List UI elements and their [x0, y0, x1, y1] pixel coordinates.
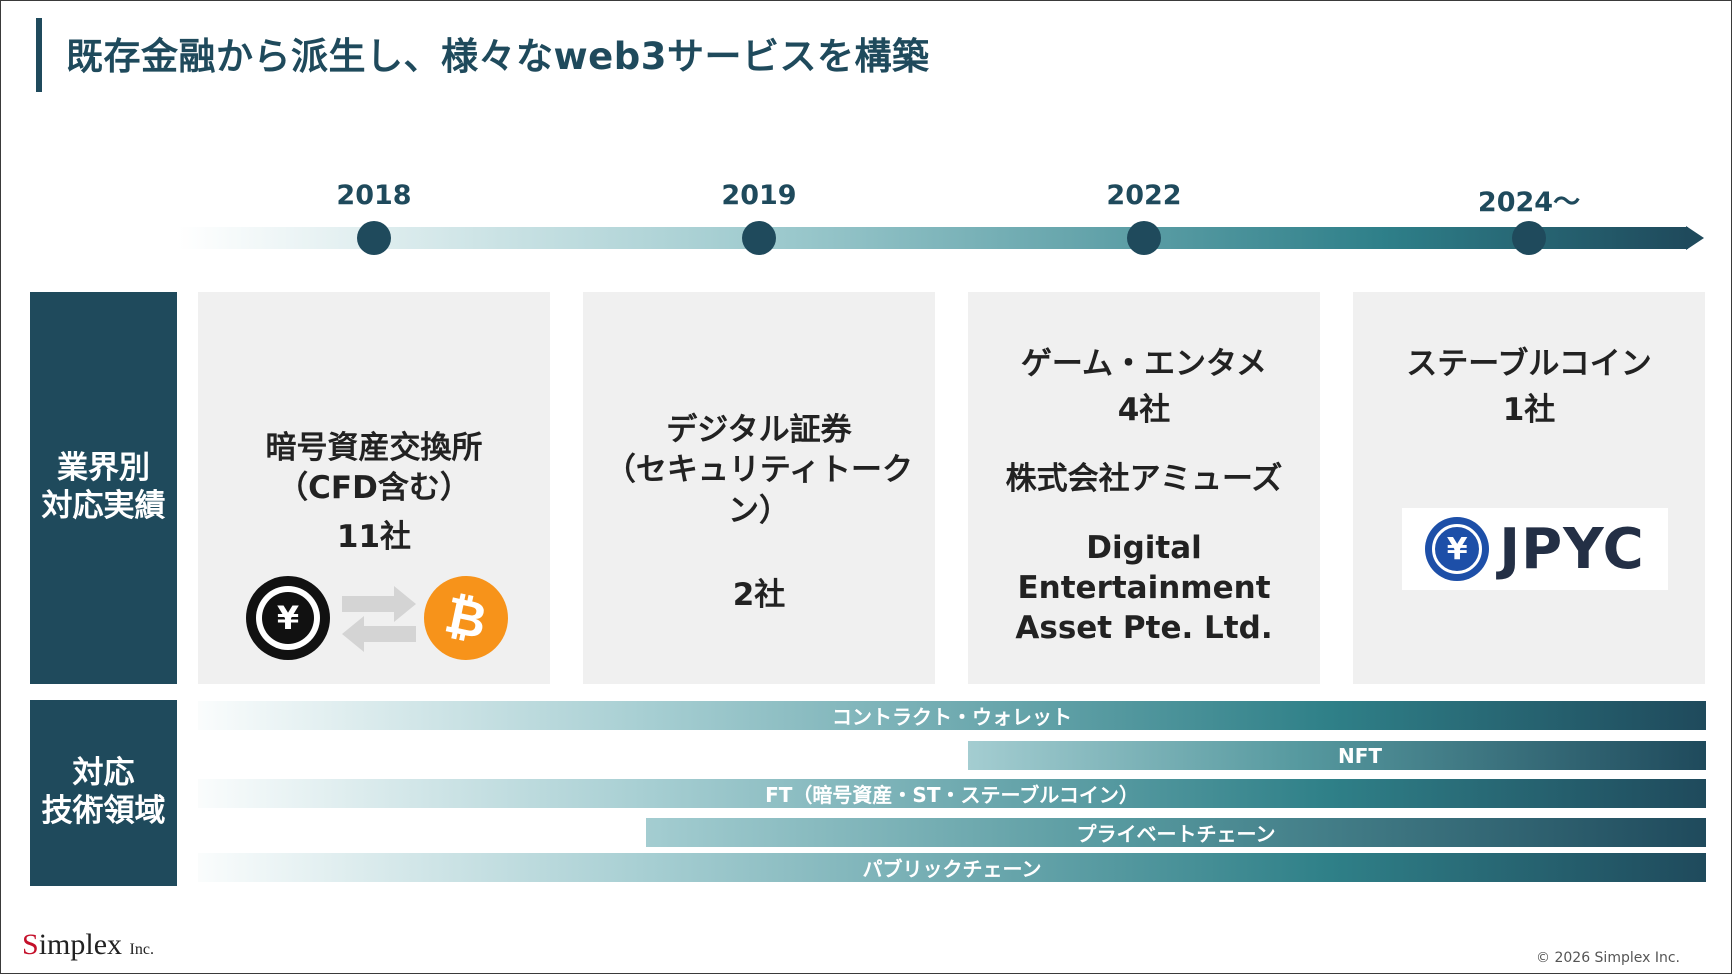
- company-dea-line1: Digital Entertainment: [1017, 529, 1271, 606]
- card-title: ステーブルコイン: [1406, 346, 1652, 382]
- card-count: 11社: [336, 518, 412, 555]
- tech-side-label-line2: 技術領域: [41, 793, 166, 829]
- tech-bar-ft: FT（暗号資産・ST・ステーブルコイン）: [198, 779, 1706, 808]
- card-title: 暗号資産交換所: [265, 430, 483, 466]
- page-title: 既存金融から派生し、様々なweb3サービスを構築: [66, 35, 930, 78]
- tech-bar-private-chain: プライベートチェーン: [646, 818, 1706, 847]
- card-count: 2社: [732, 576, 786, 613]
- year-label-2018: 2018: [336, 180, 412, 211]
- simplex-logo: Simplex Inc.: [22, 928, 154, 961]
- card-stablecoin: ステーブルコイン 1社: [1353, 292, 1705, 684]
- tech-bar-nft: NFT: [968, 741, 1706, 770]
- timeline-dot-2019: [742, 221, 776, 255]
- company-dea-line2: Asset Pte. Ltd.: [1015, 610, 1273, 647]
- card-digital-securities: デジタル証券 （セキュリティトークン） 2社: [583, 292, 935, 684]
- jpyc-logo: ¥ JPYC: [1402, 508, 1668, 590]
- exchange-arrows-icon: [342, 586, 416, 652]
- timeline-dot-2022: [1127, 221, 1161, 255]
- copyright-text: © 2026 Simplex Inc.: [1536, 950, 1680, 966]
- tech-side-label: 対応 技術領域: [30, 700, 177, 886]
- company-amuse: 株式会社アミューズ: [1005, 461, 1283, 498]
- year-label-2022: 2022: [1106, 180, 1182, 211]
- card-title: デジタル証券: [666, 412, 852, 448]
- year-label-2019: 2019: [721, 180, 797, 211]
- jpyc-logo-text: JPYC: [1499, 516, 1645, 582]
- industry-side-label-line2: 対応実績: [41, 488, 166, 524]
- tech-side-label-line1: 対応: [72, 755, 135, 792]
- timeline-dot-2018: [357, 221, 391, 255]
- tech-bar-public-chain: パブリックチェーン: [198, 853, 1706, 882]
- jpyc-yen-icon: ¥: [1425, 517, 1490, 581]
- yen-coin-icon: ¥: [246, 576, 330, 660]
- card-title: ゲーム・エンタメ: [1020, 346, 1268, 382]
- industry-side-label-line1: 業界別: [57, 450, 150, 487]
- timeline-arrow-bar: [178, 227, 1688, 249]
- card-game-entertainment: ゲーム・エンタメ 4社 株式会社アミューズ Digital Entertainm…: [968, 292, 1320, 684]
- year-label-2024: 2024〜: [1477, 187, 1581, 218]
- timeline-arrowhead: [1686, 226, 1704, 250]
- card-count: 1社: [1502, 392, 1556, 429]
- title-accent-bar: [36, 18, 42, 92]
- card-subtitle: （セキュリティトークン）: [604, 452, 914, 529]
- industry-side-label: 業界別 対応実績: [30, 292, 177, 684]
- card-subtitle: （CFD含む）: [277, 470, 471, 507]
- timeline-dot-2024: [1512, 221, 1546, 255]
- card-count: 4社: [1117, 392, 1171, 429]
- tech-bar-contract-wallet: コントラクト・ウォレット: [198, 701, 1706, 730]
- card-crypto-exchange: 暗号資産交換所 （CFD含む） 11社 ¥ ₿: [198, 292, 550, 684]
- bitcoin-icon: ₿: [416, 568, 516, 668]
